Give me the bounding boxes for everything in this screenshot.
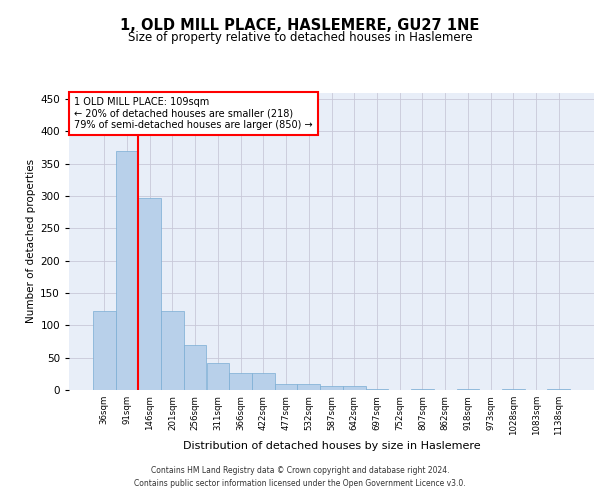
- Bar: [547, 388, 570, 390]
- Bar: [184, 346, 206, 390]
- Bar: [343, 386, 365, 390]
- Y-axis label: Number of detached properties: Number of detached properties: [26, 159, 36, 324]
- Bar: [161, 311, 184, 390]
- Text: Contains HM Land Registry data © Crown copyright and database right 2024.
Contai: Contains HM Land Registry data © Crown c…: [134, 466, 466, 487]
- Bar: [116, 150, 139, 390]
- X-axis label: Distribution of detached houses by size in Haslemere: Distribution of detached houses by size …: [182, 441, 481, 451]
- Text: 1, OLD MILL PLACE, HASLEMERE, GU27 1NE: 1, OLD MILL PLACE, HASLEMERE, GU27 1NE: [121, 18, 479, 32]
- Bar: [93, 311, 116, 390]
- Bar: [457, 388, 479, 390]
- Bar: [275, 384, 298, 390]
- Bar: [502, 388, 524, 390]
- Text: Size of property relative to detached houses in Haslemere: Size of property relative to detached ho…: [128, 31, 472, 44]
- Bar: [298, 384, 320, 390]
- Bar: [206, 363, 229, 390]
- Bar: [411, 388, 434, 390]
- Bar: [229, 372, 252, 390]
- Bar: [365, 388, 388, 390]
- Text: 1 OLD MILL PLACE: 109sqm
← 20% of detached houses are smaller (218)
79% of semi-: 1 OLD MILL PLACE: 109sqm ← 20% of detach…: [74, 97, 313, 130]
- Bar: [252, 372, 275, 390]
- Bar: [320, 386, 343, 390]
- Bar: [139, 198, 161, 390]
